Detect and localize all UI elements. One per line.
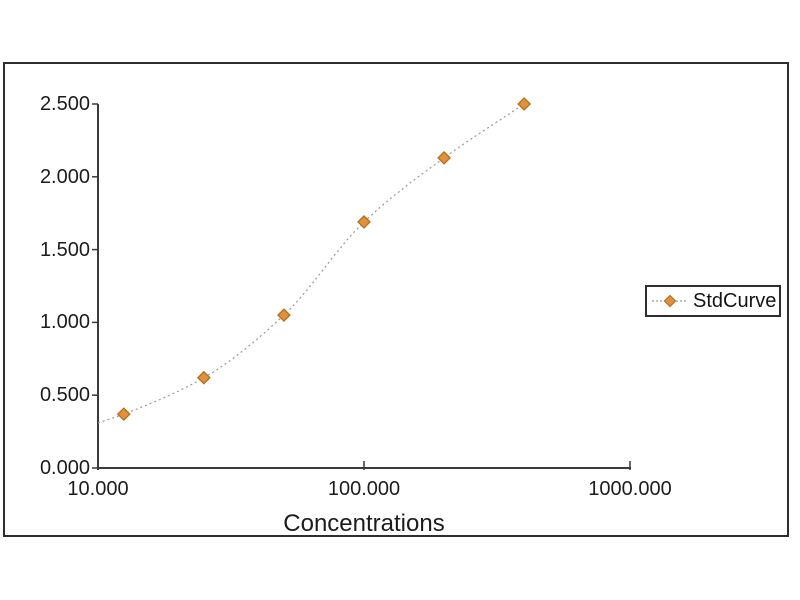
legend: StdCurve <box>645 285 781 317</box>
y-tick-label: 2.000 <box>39 165 90 188</box>
legend-series-label: StdCurve <box>693 289 777 312</box>
y-tick-label: 1.500 <box>39 238 90 261</box>
data-point-marker <box>196 370 211 385</box>
fit-curve-line <box>97 103 525 424</box>
y-tick-label: 0.500 <box>39 384 90 407</box>
y-tick-label: 0.000 <box>39 457 90 479</box>
data-point-marker <box>357 215 371 229</box>
x-axis-title: Concentrations <box>283 510 445 537</box>
y-tick-label: 1.000 <box>39 311 90 334</box>
legend-diamond-icon <box>663 294 677 308</box>
data-point-marker <box>116 407 131 422</box>
data-point-marker <box>437 150 451 165</box>
x-tick-label: 1000.000 <box>588 478 672 500</box>
data-point-marker <box>517 97 532 111</box>
x-tick-label: 10.000 <box>67 478 129 500</box>
data-point-marker <box>277 308 291 323</box>
legend-stdcurve-marker-icon <box>652 294 688 308</box>
y-tick-label: 2.500 <box>39 93 90 115</box>
x-tick-label: 100.000 <box>327 478 401 500</box>
